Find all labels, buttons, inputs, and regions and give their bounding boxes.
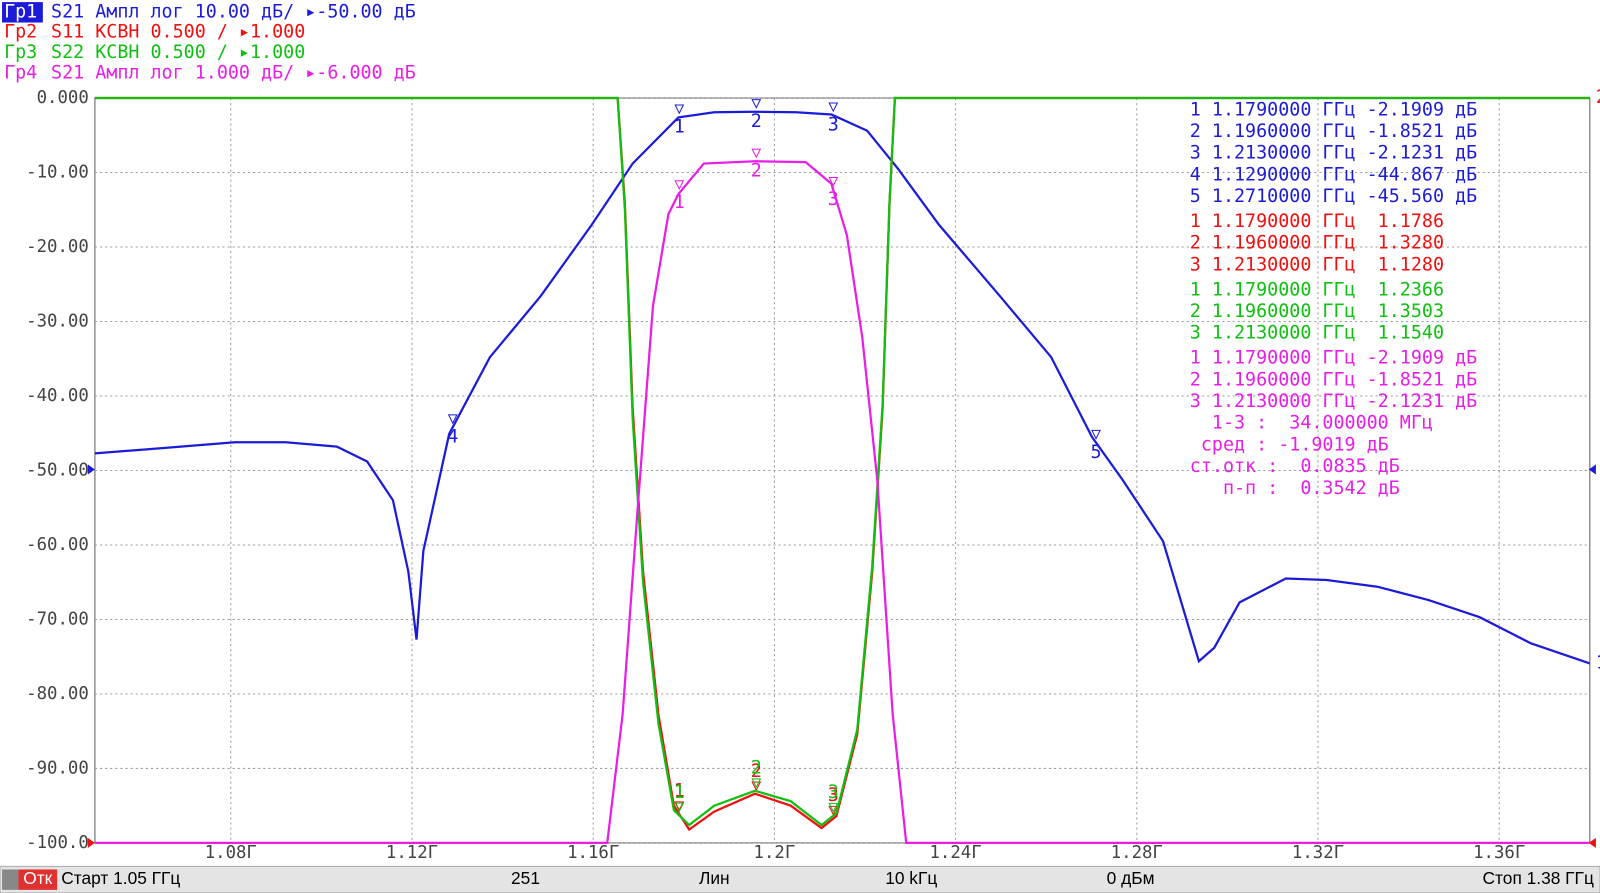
marker-readout: 2 1.1960000 ГГц -1.8521 дБ xyxy=(1190,369,1477,390)
trace-header: S22 КСВН 0.500 / ▸1.000 xyxy=(51,42,305,63)
trace-line xyxy=(94,110,1591,665)
trace-label: Гр4 xyxy=(4,63,37,84)
x-tick-label: 1.12Г xyxy=(386,843,438,863)
marker-readout: 4 1.1290000 ГГц -44.867 дБ xyxy=(1190,164,1477,185)
marker-triangle xyxy=(751,778,762,789)
marker-label: 2 xyxy=(751,161,762,182)
y-tick-label: -30.00 xyxy=(26,311,89,331)
y-tick-label: -20.00 xyxy=(26,237,89,257)
marker-triangle xyxy=(751,99,762,109)
marker-readout: 1 1.1790000 ГГц -2.1909 дБ xyxy=(1190,348,1477,369)
marker-triangle xyxy=(447,414,458,425)
trace-label-box xyxy=(2,2,43,23)
status-state-box xyxy=(18,869,58,890)
marker-triangle xyxy=(828,176,839,187)
x-tick-label: 1.28Г xyxy=(1111,843,1163,863)
marker-label: 1 xyxy=(674,782,685,803)
marker-readout: 3 1.2130000 ГГц 1.1540 xyxy=(1190,323,1444,344)
y-tick-label: -50.00 xyxy=(26,460,89,480)
marker-readout: 2 1.1960000 ГГц -1.8521 дБ xyxy=(1190,121,1477,142)
x-tick-label: 1.16Г xyxy=(567,843,619,863)
ref-arrow xyxy=(87,464,95,475)
y-tick-label: -100.0 xyxy=(26,833,89,853)
trace-label: Гр3 xyxy=(4,42,37,63)
marker-readout: п-п : 0.3542 дБ xyxy=(1190,478,1400,499)
marker-triangle xyxy=(828,802,839,813)
marker-label: 1 xyxy=(674,781,685,802)
y-tick-label: -70.00 xyxy=(26,609,89,629)
y-tick-label: -40.00 xyxy=(26,386,89,406)
marker-label: 3 xyxy=(828,114,839,135)
x-tick-label: 1.24Г xyxy=(930,843,982,863)
y-tick-label: -10.00 xyxy=(26,163,89,183)
marker-triangle xyxy=(828,805,839,816)
trace-end-label: 1 xyxy=(1596,652,1600,673)
marker-label: 5 xyxy=(1090,442,1101,463)
marker-label: 3 xyxy=(828,785,839,806)
marker-triangle xyxy=(751,781,762,792)
status-points: 251 xyxy=(511,868,540,888)
status-stop: Стоп 1.38 ГГц xyxy=(1483,868,1594,888)
status-ifbw: 10 kГц xyxy=(885,868,937,888)
x-tick-label: 1.32Г xyxy=(1292,843,1344,863)
status-sweep: Лин xyxy=(699,868,730,888)
marker-triangle xyxy=(674,801,685,812)
marker-label: 2 xyxy=(751,111,762,132)
marker-readout: 1 1.1790000 ГГц 1.1786 xyxy=(1190,211,1444,232)
marker-label: 2 xyxy=(751,758,762,779)
status-bar xyxy=(0,865,1600,893)
marker-triangle xyxy=(751,148,762,159)
trace-end-label: 2 xyxy=(1596,87,1600,108)
y-tick-label: -90.00 xyxy=(26,758,89,778)
marker-triangle xyxy=(674,180,685,191)
marker-triangle xyxy=(828,102,839,113)
marker-readout: 1-3 : 34.000000 МГц xyxy=(1190,413,1433,434)
trace-label: Гр2 xyxy=(4,22,37,43)
marker-label: 1 xyxy=(674,116,685,137)
trace-line xyxy=(94,160,1590,845)
marker-readout: сред : -1.9019 дБ xyxy=(1190,434,1389,455)
x-tick-label: 1.36Г xyxy=(1473,843,1525,863)
marker-label: 4 xyxy=(447,426,458,447)
marker-label: 3 xyxy=(828,189,839,210)
marker-label: 3 xyxy=(828,782,839,803)
marker-triangle xyxy=(674,104,685,115)
trace-header: S21 Ампл лог 1.000 дБ/ ▸-6.000 дБ xyxy=(51,63,416,84)
y-tick-label: -60.00 xyxy=(26,535,89,555)
trace-header: S21 Ампл лог 10.00 дБ/ ▸-50.00 дБ xyxy=(51,1,416,22)
marker-readout: ст.отк : 0.0835 дБ xyxy=(1190,456,1400,477)
status-icon xyxy=(2,869,19,890)
status-state: Отк xyxy=(23,868,52,888)
marker-readout: 1 1.1790000 ГГц 1.2366 xyxy=(1190,279,1444,300)
ref-arrow xyxy=(87,837,95,849)
marker-readout: 3 1.2130000 ГГц -2.1231 дБ xyxy=(1190,391,1477,412)
marker-readout: 3 1.2130000 ГГц -2.1231 дБ xyxy=(1190,143,1477,164)
ref-arrow xyxy=(1588,837,1596,849)
ref-arrow xyxy=(1588,464,1596,475)
status-power: 0 дБм xyxy=(1107,868,1155,888)
trace-header: S11 КСВН 0.500 / ▸1.000 xyxy=(51,22,305,43)
marker-label: 2 xyxy=(751,761,762,782)
marker-triangle xyxy=(1091,429,1101,440)
marker-readout: 3 1.2130000 ГГц 1.1280 xyxy=(1190,254,1444,275)
marker-readout: 1 1.1790000 ГГц -2.1909 дБ xyxy=(1190,99,1477,120)
marker-triangle xyxy=(674,802,685,813)
trace-label: Гр1 xyxy=(4,1,37,22)
marker-readout: 2 1.1960000 ГГц 1.3280 xyxy=(1190,233,1444,254)
y-tick-label: 0.000 xyxy=(37,88,89,108)
status-start: Старт 1.05 ГГц xyxy=(61,868,180,888)
marker-readout: 2 1.1960000 ГГц 1.3503 xyxy=(1190,301,1444,322)
trace-line xyxy=(94,96,1590,827)
x-tick-label: 1.2Г xyxy=(754,843,796,863)
y-tick-label: -80.00 xyxy=(26,684,89,704)
marker-label: 1 xyxy=(674,192,685,213)
marker-readout: 5 1.2710000 ГГц -45.560 дБ xyxy=(1190,186,1477,207)
x-tick-label: 1.08Г xyxy=(205,843,257,863)
